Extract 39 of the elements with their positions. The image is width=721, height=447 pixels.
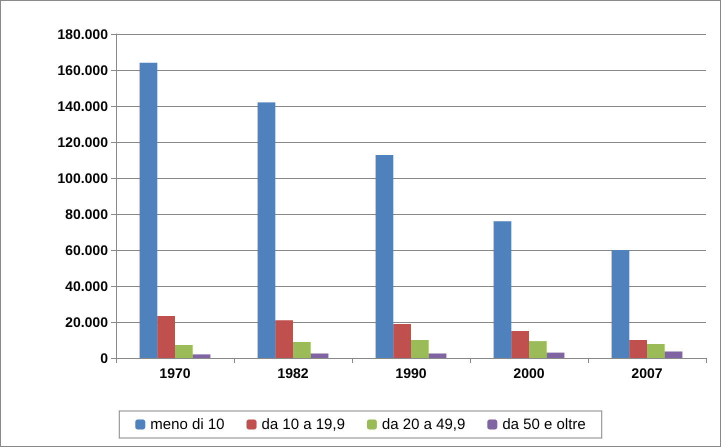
- bar: [546, 352, 564, 358]
- bar: [411, 340, 429, 358]
- legend-label: da 50 e oltre: [502, 416, 586, 433]
- bar: [529, 341, 547, 358]
- bar: [647, 344, 665, 358]
- bar: [511, 331, 529, 358]
- y-tick-label: 140.000: [57, 98, 108, 114]
- bar: [612, 250, 630, 358]
- bar: [376, 154, 394, 358]
- y-tick-label: 160.000: [57, 62, 108, 78]
- legend-label: meno di 10: [150, 416, 225, 433]
- x-tick-label: 2000: [513, 365, 545, 381]
- x-tick-label: 1982: [277, 365, 309, 381]
- y-tick-label: 60.000: [65, 242, 108, 258]
- bar: [175, 345, 193, 358]
- bar: [629, 340, 647, 358]
- y-tick-label: 40.000: [65, 278, 108, 294]
- y-tick-label: 20.000: [65, 314, 108, 330]
- legend-label: da 20 a 49,9: [382, 416, 466, 433]
- legend-label: da 10 a 19,9: [262, 416, 345, 433]
- y-tick-label: 100.000: [57, 170, 108, 186]
- bar: [428, 354, 446, 358]
- bar: [275, 320, 293, 358]
- bar: [140, 62, 158, 358]
- x-tick-label: 1990: [395, 365, 427, 381]
- bar: [664, 352, 682, 358]
- bar: [393, 324, 411, 358]
- bar: [494, 221, 512, 358]
- x-tick-label: 1970: [159, 365, 191, 381]
- y-tick-label: 0: [100, 350, 108, 366]
- y-tick-label: 180.000: [57, 26, 108, 42]
- x-tick-label: 2007: [631, 365, 663, 381]
- y-tick-label: 120.000: [57, 134, 108, 150]
- bar: [258, 102, 276, 358]
- bar: [310, 354, 328, 358]
- bar: [192, 354, 210, 358]
- bar: [157, 316, 175, 358]
- y-tick-label: 80.000: [65, 206, 108, 222]
- bar: [293, 342, 311, 358]
